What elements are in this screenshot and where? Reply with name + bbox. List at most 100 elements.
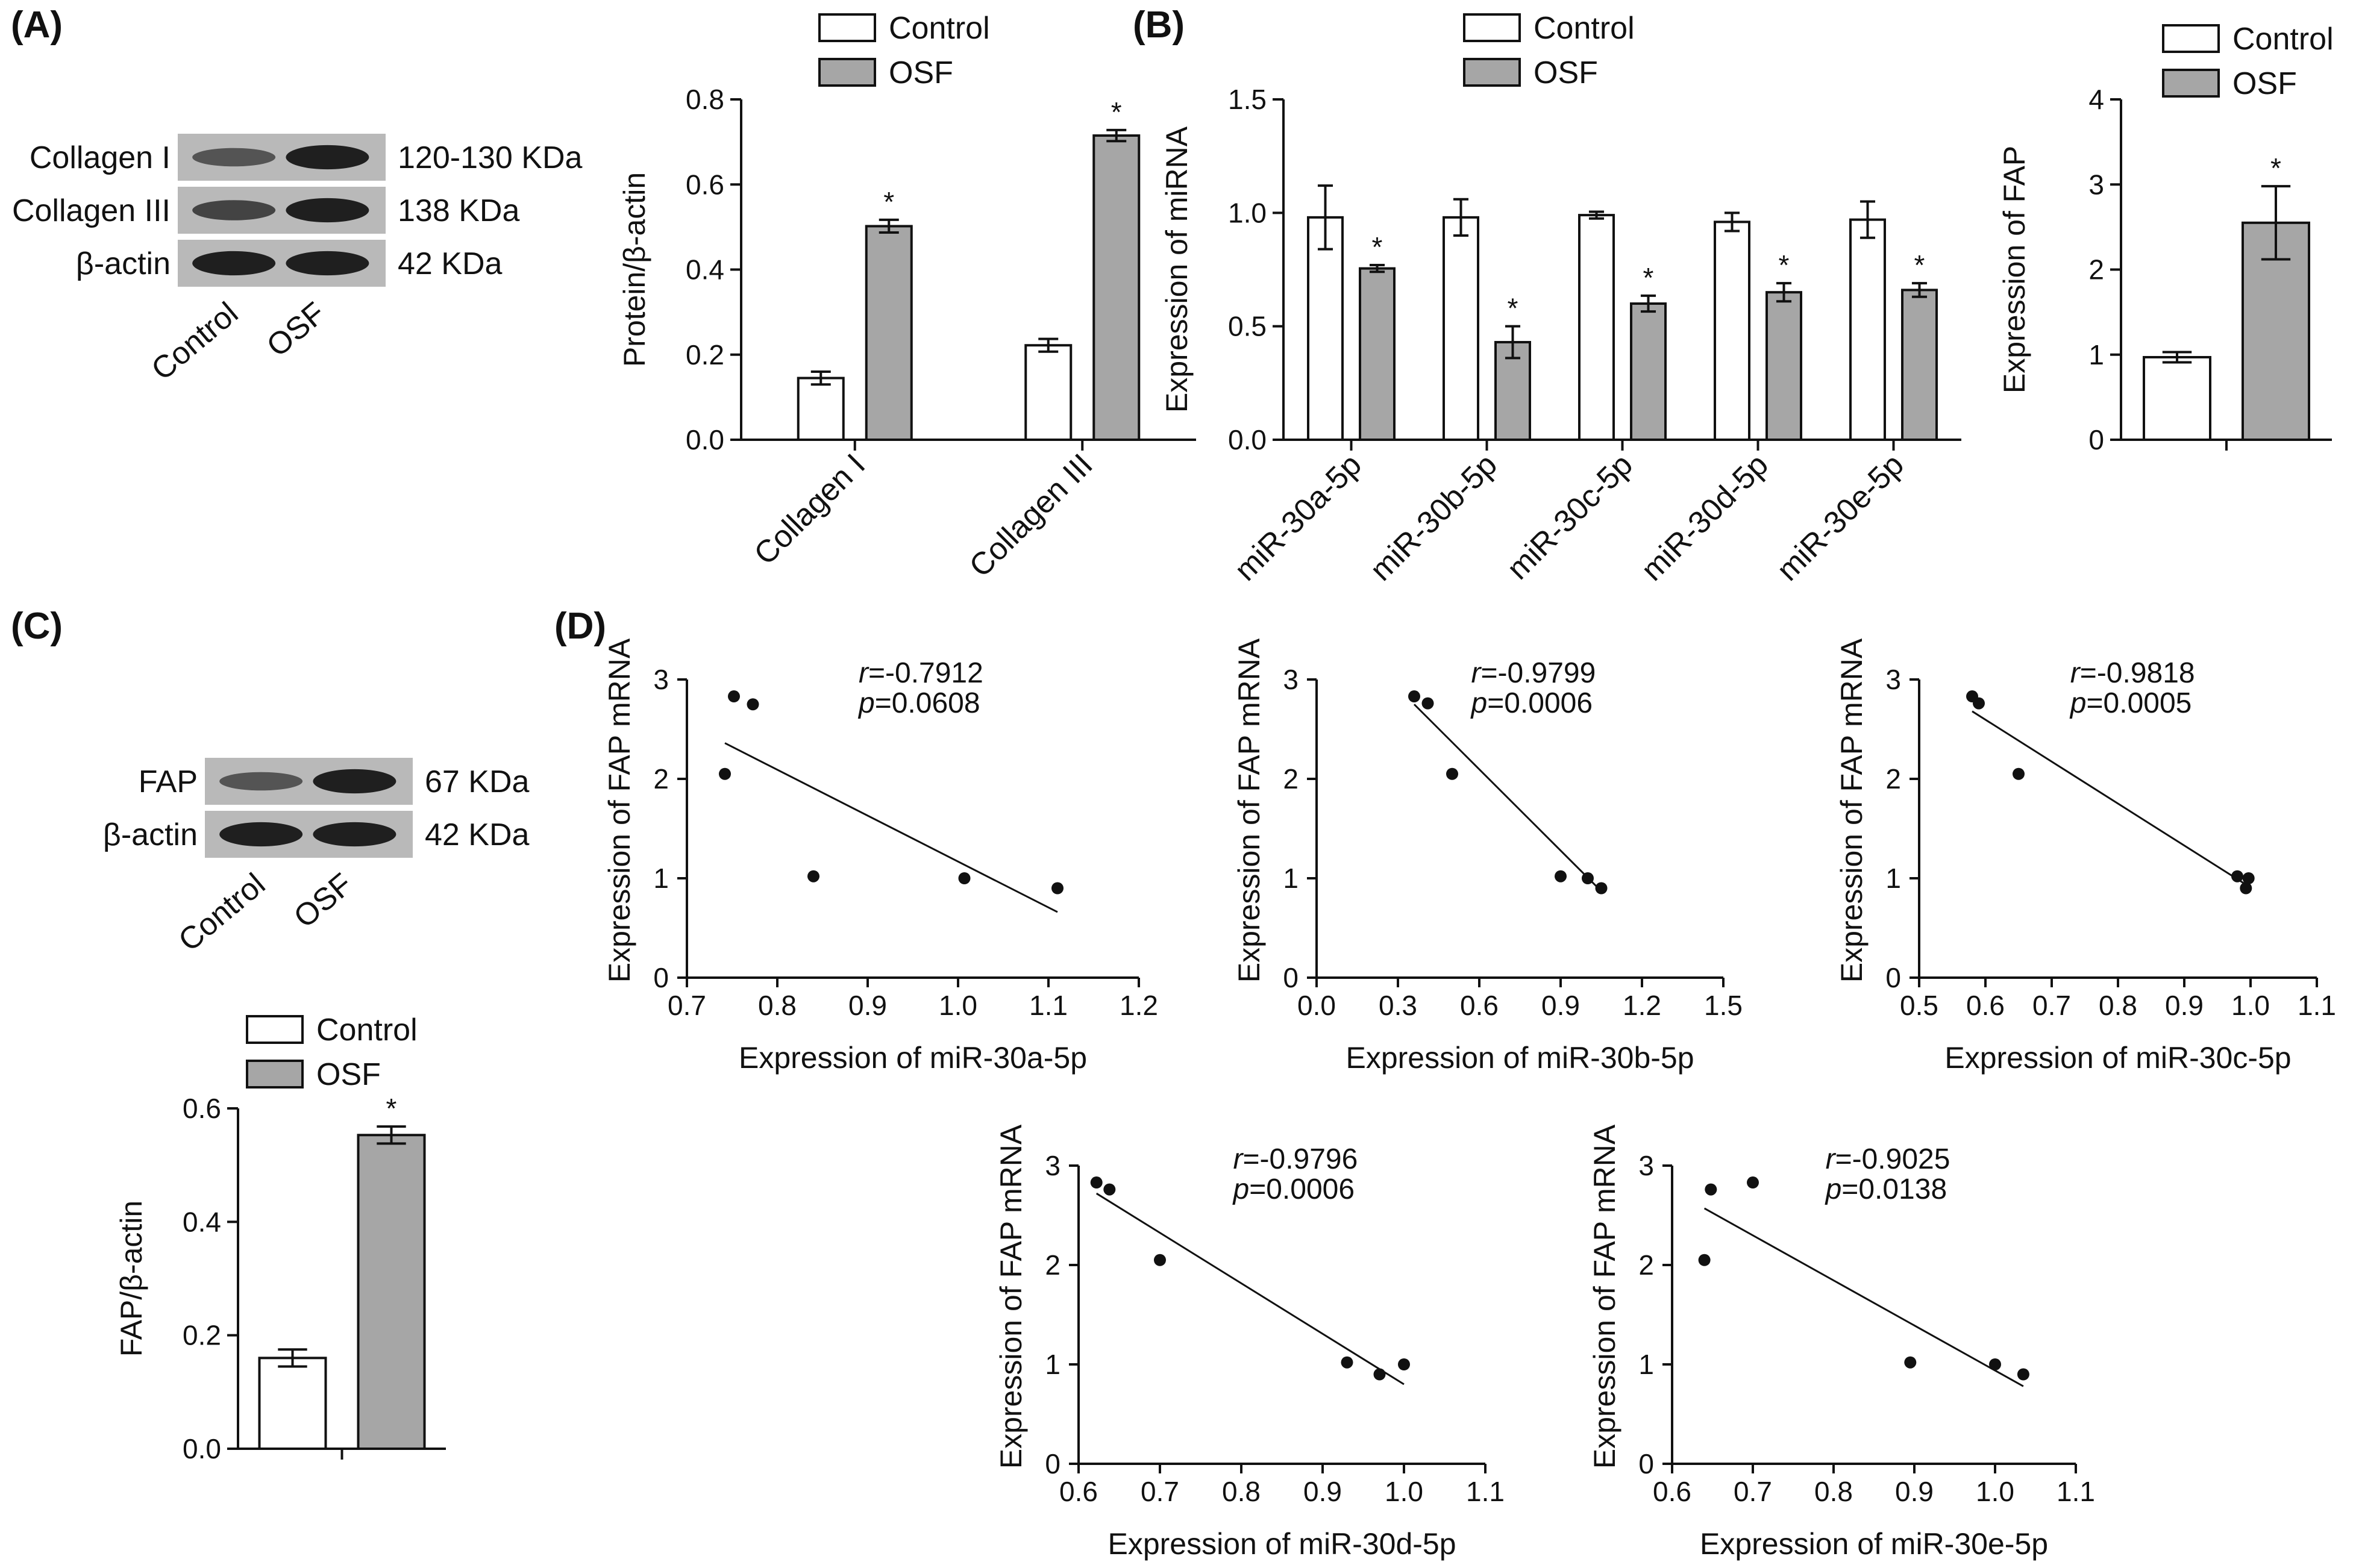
x-tick-label: 0.9 <box>848 990 887 1021</box>
legend-label-osf: OSF <box>2232 66 2297 101</box>
data-point <box>1103 1183 1116 1196</box>
western-blot-c: FAP 67 KDa β-actin 42 KDa Control OSF <box>103 758 530 958</box>
bar-control-mir-30c-5p <box>1578 214 1615 441</box>
scatter-mir-30b: 0 1 2 3 0.0 0.3 0.6 0.9 1.2 1.5 Expression of miR-… <box>1232 638 1743 1075</box>
data-point <box>728 690 740 703</box>
blot-band-osf <box>286 145 369 170</box>
y-tick-label: 0 <box>1638 1448 1654 1479</box>
x-tick-label: 1.0 <box>2231 990 2270 1021</box>
regression-line <box>724 742 1058 913</box>
data-point <box>1421 697 1434 710</box>
bar-control-collagen-iii <box>1024 344 1073 442</box>
y-tick-label: 0.0 <box>183 1433 221 1464</box>
legend-swatch-control <box>246 1015 304 1044</box>
panel-label-c: (C) <box>11 605 63 647</box>
correlation-p: p=0.0608 <box>857 687 980 719</box>
y-tick-label: 1 <box>1283 863 1299 894</box>
legend-swatch-osf <box>818 58 876 87</box>
regression-line <box>1095 1192 1405 1385</box>
y-tick-label: 2 <box>1885 763 1901 795</box>
panel-label-b: (B) <box>1133 4 1185 46</box>
y-tick-label: 2 <box>1638 1249 1654 1281</box>
panel-label-a: (A) <box>11 4 63 46</box>
blot-size-label: 120-130 KDa <box>398 140 583 175</box>
y-tick-label: 0.0 <box>1228 424 1267 455</box>
x-tick-label: 0.7 <box>2032 990 2071 1021</box>
x-tick-label: 1.2 <box>1623 990 1661 1021</box>
data-point <box>1090 1176 1103 1189</box>
bar-control-collagen-i <box>797 376 845 441</box>
regression-line <box>1703 1207 2024 1387</box>
x-tick-label: 1.1 <box>1466 1476 1505 1507</box>
significance-star-osf-collagen-i: * <box>883 186 894 217</box>
blot-lane-label-osf: OSF <box>287 867 359 935</box>
blot-size-label: 42 KDa <box>425 817 530 852</box>
blot-band-control <box>192 251 276 276</box>
bar-osf-collagen-i <box>865 225 913 441</box>
regression-line <box>1413 704 1602 892</box>
data-point <box>747 698 759 711</box>
chart-mirna-expression: 0.0 0.5 1.0 1.5 Expression of miRNA miR-30a-5… <box>1160 11 1961 588</box>
y-axis-title: Expression of miRNA <box>1160 126 1194 413</box>
scatter-mir-30a: 0 1 2 3 0.7 0.8 0.9 1.0 1.1 1.2 Expression of miR-… <box>603 638 1158 1075</box>
blot-band-control <box>219 822 303 847</box>
significance-star-osf-mir-30d-5p: * <box>1779 249 1790 281</box>
data-point <box>1904 1356 1917 1369</box>
y-tick-label: 2 <box>653 763 669 795</box>
y-tick-label: 0.5 <box>1228 311 1267 342</box>
y-axis-title: Expression of FAP mRNA <box>1588 1124 1621 1469</box>
x-tick-label: 0.9 <box>1303 1476 1342 1507</box>
x-tick-label: 1.5 <box>1704 990 1743 1021</box>
y-tick-label: 0.4 <box>686 254 724 286</box>
x-tick-label-collagen-iii: Collagen III <box>963 447 1100 584</box>
bar-control-group <box>2143 355 2211 441</box>
blot-row-collagen-i: Collagen I 120-130 KDa <box>30 134 583 181</box>
data-point <box>1973 697 1985 710</box>
y-tick-label: 0.6 <box>183 1093 221 1124</box>
y-tick-label: 0 <box>1045 1448 1061 1479</box>
x-tick-label: 0.7 <box>1734 1476 1772 1507</box>
bar-control-mir-30e-5p <box>1849 218 1886 441</box>
y-tick-label: 1 <box>2088 339 2104 370</box>
blot-row-actin: β-actin 42 KDa <box>103 811 530 858</box>
correlation-r: r=-0.9799 <box>1471 657 1596 689</box>
x-tick-label: 1.2 <box>1120 990 1158 1021</box>
blot-band-osf <box>286 251 369 276</box>
x-tick-label-mir-30d-5p: miR-30d-5p <box>1635 447 1775 587</box>
x-axis-title: Expression of miR-30a-5p <box>739 1041 1087 1075</box>
x-tick-label: 0.0 <box>1297 990 1336 1021</box>
x-tick-label-mir-30b-5p: miR-30b-5p <box>1364 447 1504 587</box>
data-point <box>1698 1254 1711 1266</box>
bar-osf-group <box>357 1134 426 1450</box>
x-tick-label: 0.9 <box>1895 1476 1934 1507</box>
blot-row-actin: β-actin 42 KDa <box>76 240 503 287</box>
y-tick-label: 0 <box>1283 962 1299 993</box>
panel-label-d: (D) <box>554 605 606 647</box>
y-tick-label: 3 <box>2088 169 2104 200</box>
y-tick-label: 1 <box>1045 1349 1061 1380</box>
blot-protein-label: FAP <box>139 764 198 799</box>
x-tick-label-mir-30c-5p: miR-30c-5p <box>1500 447 1640 586</box>
y-axis-title: Expression of FAP mRNA <box>994 1124 1028 1469</box>
y-axis-title: FAP/β-actin <box>114 1201 148 1357</box>
legend-label-osf: OSF <box>889 55 953 90</box>
significance-star-osf-group: * <box>2270 152 2281 184</box>
y-tick-label: 2 <box>2088 254 2104 286</box>
y-tick-label: 0 <box>653 962 669 993</box>
bar-osf-mir-30a-5p <box>1359 267 1396 441</box>
data-point <box>2017 1368 2029 1381</box>
x-tick-label: 1.1 <box>1029 990 1068 1021</box>
x-tick-label: 0.7 <box>1141 1476 1179 1507</box>
blot-band-osf <box>313 769 396 794</box>
x-tick-label: 0.8 <box>2099 990 2137 1021</box>
y-tick-label: 3 <box>1283 664 1299 695</box>
y-tick-label: 0.2 <box>183 1320 221 1351</box>
blot-size-label: 138 KDa <box>398 193 519 228</box>
x-tick-label: 1.0 <box>939 990 977 1021</box>
blot-band-control <box>192 200 276 220</box>
blot-band-osf <box>313 822 396 847</box>
significance-star-osf-mir-30a-5p: * <box>1372 231 1383 263</box>
blot-size-label: 67 KDa <box>425 764 530 799</box>
